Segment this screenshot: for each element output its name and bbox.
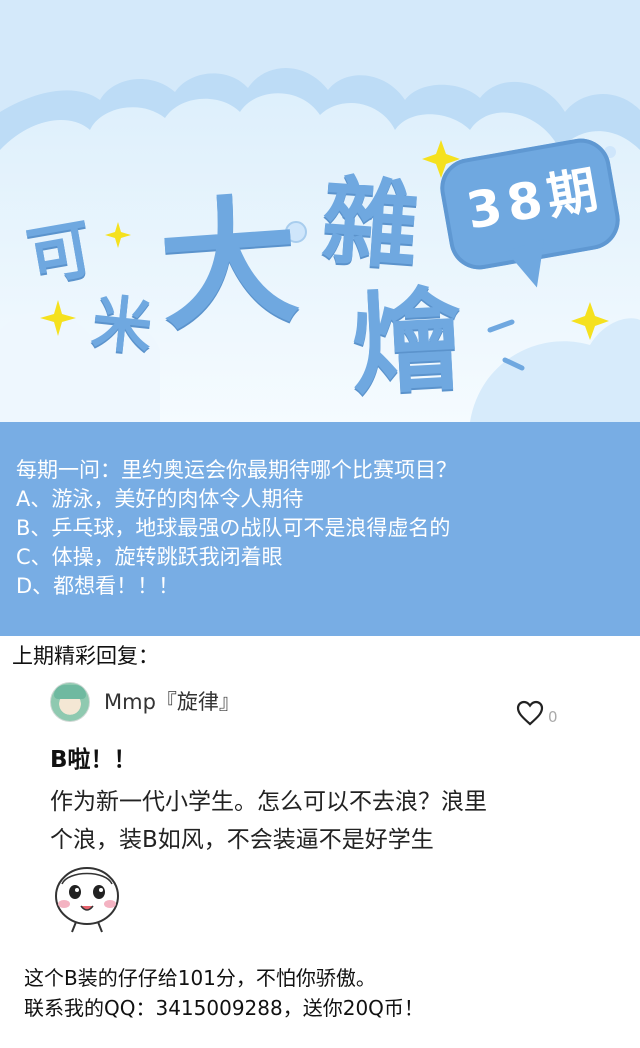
- header-banner: 可 米 大 雜 燴 38期: [0, 0, 640, 422]
- title-char-da: 大: [154, 179, 304, 350]
- title-char-za: 雜: [318, 164, 422, 284]
- avatar[interactable]: [50, 682, 90, 722]
- comment-title: B啦！！: [50, 747, 137, 773]
- cloud-background: [0, 0, 640, 422]
- star-icon: [40, 140, 609, 340]
- comment-body-line-1: 作为新一代小学生。怎么可以不去浪？浪里: [50, 789, 487, 815]
- like-count: 0: [548, 708, 558, 726]
- comment-card: Mmp『旋律』 0 B啦！！ 作为新一代小学生。怎么可以不去浪？浪里 个浪，装B…: [34, 672, 594, 942]
- title-char-hui: 燴: [348, 276, 466, 410]
- answer-option-d: D、都想看！！！: [16, 574, 180, 598]
- answer-option-b: B、乒乓球，地球最强の战队可不是浪得虚名的: [16, 516, 451, 540]
- answer-option-a: A、游泳，美好的肉体令人期待: [16, 487, 304, 511]
- heart-outline-icon[interactable]: [516, 700, 544, 726]
- reward-note: 这个B装的仔仔给101分，不怕你骄傲。: [24, 966, 376, 990]
- comment-body-line-2: 个浪，装B如风，不会装逼不是好学生: [50, 827, 434, 853]
- last-issue-heading: 上期精彩回复：: [12, 644, 159, 668]
- smiling-face-sticker-icon: [55, 867, 119, 933]
- weekly-question-panel: 每期一问：里约奥运会你最期待哪个比赛项目？ A、游泳，美好的肉体令人期待 B、乒…: [0, 422, 640, 636]
- question-text: 每期一问：里约奥运会你最期待哪个比赛项目？: [16, 458, 457, 482]
- contact-note: 联系我的QQ：3415009288，送你20Q币！: [24, 996, 424, 1020]
- answer-option-c: C、体操，旋转跳跃我闭着眼: [16, 545, 283, 569]
- title-char-ke: 可: [22, 212, 98, 296]
- like-button[interactable]: 0: [514, 700, 574, 730]
- title-char-mi: 米: [88, 288, 156, 364]
- comment-username[interactable]: Mmp『旋律』: [104, 690, 240, 714]
